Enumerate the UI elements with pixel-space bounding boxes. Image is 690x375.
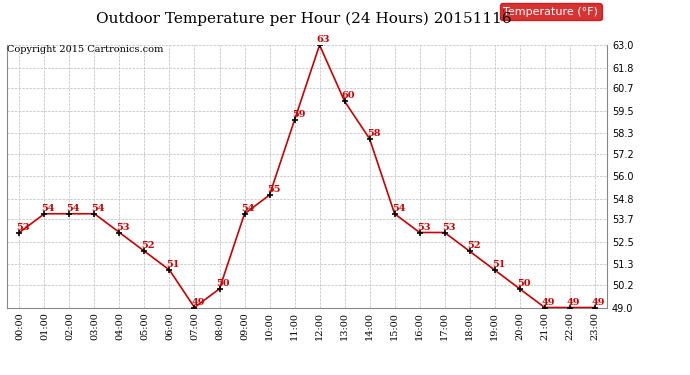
Text: 54: 54 — [92, 204, 105, 213]
Legend: Temperature (°F): Temperature (°F) — [500, 3, 602, 20]
Text: 54: 54 — [241, 204, 255, 213]
Text: 53: 53 — [442, 223, 455, 232]
Text: 54: 54 — [67, 204, 80, 213]
Text: 49: 49 — [542, 298, 555, 307]
Text: 59: 59 — [292, 110, 305, 119]
Text: 49: 49 — [567, 298, 580, 307]
Text: 49: 49 — [192, 298, 205, 307]
Text: 53: 53 — [417, 223, 431, 232]
Text: 50: 50 — [517, 279, 531, 288]
Text: Copyright 2015 Cartronics.com: Copyright 2015 Cartronics.com — [7, 45, 164, 54]
Text: 52: 52 — [141, 242, 155, 250]
Text: 49: 49 — [592, 298, 605, 307]
Text: 54: 54 — [41, 204, 55, 213]
Text: 53: 53 — [117, 223, 130, 232]
Text: 60: 60 — [342, 92, 355, 100]
Text: Outdoor Temperature per Hour (24 Hours) 20151116: Outdoor Temperature per Hour (24 Hours) … — [96, 11, 511, 26]
Text: 63: 63 — [317, 35, 331, 44]
Text: 58: 58 — [367, 129, 380, 138]
Text: 52: 52 — [467, 242, 480, 250]
Text: 54: 54 — [392, 204, 405, 213]
Text: 53: 53 — [17, 223, 30, 232]
Text: 50: 50 — [217, 279, 230, 288]
Text: 51: 51 — [167, 260, 180, 269]
Text: 55: 55 — [267, 185, 280, 194]
Text: 51: 51 — [492, 260, 505, 269]
